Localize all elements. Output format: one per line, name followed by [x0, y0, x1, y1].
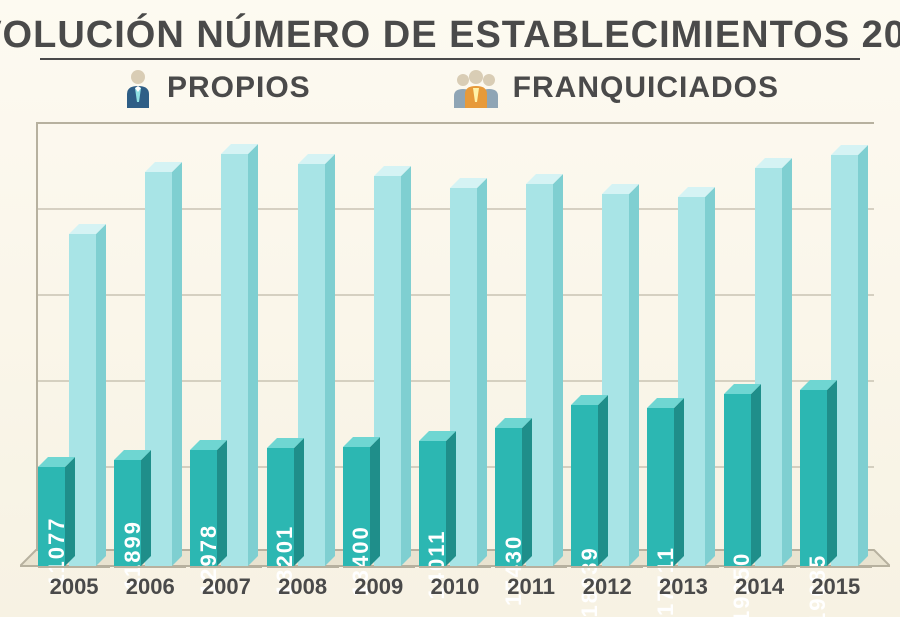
bar-group: 43739 13400 — [343, 122, 415, 566]
bar-propios: 11077 — [38, 457, 75, 566]
bar-propios: 13400 — [343, 437, 380, 566]
x-tick-label: 2005 — [38, 566, 110, 600]
bar-group: 37225 11077 — [38, 122, 110, 566]
bar-group: 46125 19685 — [800, 122, 872, 566]
x-tick-label: 2006 — [114, 566, 186, 600]
x-axis: 2005200620072008200920102011201220132014… — [36, 566, 874, 600]
x-tick-label: 2014 — [724, 566, 796, 600]
bar-group: 41420 17711 — [647, 122, 719, 566]
bar-group: 44619 19250 — [724, 122, 796, 566]
x-tick-label: 2013 — [647, 566, 719, 600]
people-icon — [451, 68, 501, 108]
x-tick-label: 2010 — [419, 566, 491, 600]
bar-propios: 13201 — [267, 438, 304, 566]
bar-group: 44140 11899 — [114, 122, 186, 566]
bar-propios: 19250 — [724, 384, 761, 566]
bar-group: 45104 13201 — [267, 122, 339, 566]
bar-propios: 12978 — [190, 440, 227, 566]
x-tick-label: 2007 — [190, 566, 262, 600]
title-underline — [40, 58, 860, 60]
x-tick-label: 2012 — [571, 566, 643, 600]
legend-label-propios: PROPIOS — [167, 71, 311, 105]
person-icon — [121, 68, 155, 108]
legend-item-propios: PROPIOS — [121, 68, 311, 108]
x-tick-label: 2015 — [800, 566, 872, 600]
bar-propios: 14011 — [419, 431, 456, 566]
bar-propios: 19685 — [800, 380, 837, 566]
bar-propios: 15430 — [495, 418, 532, 566]
legend-label-franquiciados: FRANQUICIADOS — [513, 71, 779, 105]
bar-propios: 17711 — [647, 398, 684, 566]
bar-group: 42849 15430 — [495, 122, 567, 566]
legend-item-franquiciados: FRANQUICIADOS — [451, 68, 779, 108]
bar-group: 41719 18039 — [571, 122, 643, 566]
x-tick-label: 2009 — [343, 566, 415, 600]
bar-group: 42433 14011 — [419, 122, 491, 566]
bar-propios: 18039 — [571, 395, 608, 566]
chart-title: EVOLUCIÓN NÚMERO DE ESTABLECIMIENTOS 201… — [0, 14, 900, 57]
x-tick-label: 2011 — [495, 566, 567, 600]
legend: PROPIOS FRANQUICIADOS — [0, 68, 900, 108]
bar-groups: 37225 11077 44140 11899 46204 12978 — [36, 122, 874, 566]
bar-group: 46204 12978 — [190, 122, 262, 566]
chart-area: 37225 11077 44140 11899 46204 12978 — [20, 122, 890, 602]
bar-propios: 11899 — [114, 450, 151, 566]
x-tick-label: 2008 — [267, 566, 339, 600]
